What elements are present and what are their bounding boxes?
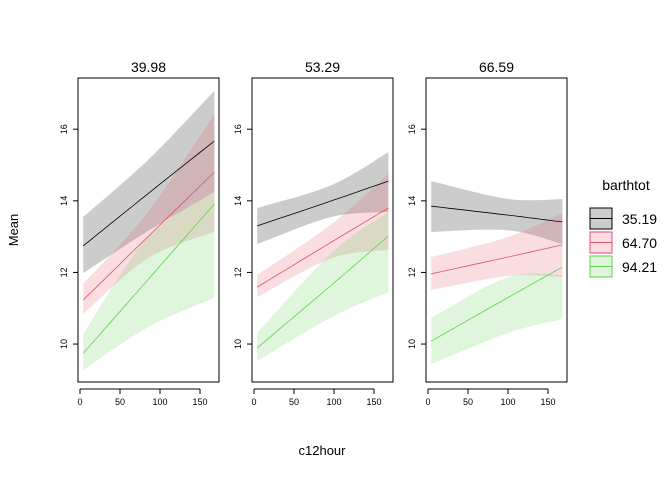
panel-frame: [77, 77, 220, 383]
ci-ribbon-64.70: [431, 213, 563, 290]
y-tick-label: 12: [233, 267, 243, 277]
legend-entry: 94.21: [589, 255, 657, 278]
y-tick-label: 14: [233, 196, 243, 206]
y-tick-label: 12: [407, 267, 417, 277]
x-tick-label: 100: [152, 397, 167, 407]
ci-ribbon-35.19: [83, 90, 215, 274]
panel-title: 53.29: [305, 59, 340, 75]
panel-2: 53.29 0 50 100 150 10 12 14 16: [233, 59, 394, 407]
panel-frame: [425, 77, 568, 383]
x-tick-label: 50: [115, 397, 125, 407]
series-line-94.21: [431, 266, 563, 342]
x-tick-label: 150: [366, 397, 381, 407]
ci-ribbon-94.21: [83, 191, 215, 371]
x-tick-label: 100: [500, 397, 515, 407]
panel-title: 66.59: [479, 59, 514, 75]
y-tick-label: 12: [59, 267, 69, 277]
x-tick-label: 100: [326, 397, 341, 407]
y-tick-label: 14: [407, 196, 417, 206]
x-tick-label: 0: [425, 397, 430, 407]
panel-1: 39.98 0 50 100 150 10 12 14 16: [59, 59, 220, 407]
legend-entry: 64.70: [589, 231, 657, 254]
y-axis-title: Mean: [6, 214, 21, 247]
x-tick-label: 50: [463, 397, 473, 407]
series-line-64.70: [82, 171, 215, 301]
ci-ribbon-64.70: [83, 114, 215, 314]
legend-title: barthtot: [602, 177, 650, 193]
x-tick-label: 150: [540, 397, 555, 407]
panel-title: 39.98: [131, 59, 166, 75]
legend-label: 64.70: [622, 235, 657, 251]
legend-label: 94.21: [622, 259, 657, 275]
ci-ribbon-64.70: [257, 174, 389, 298]
ci-ribbon-35.19: [431, 181, 563, 245]
y-tick-label: 10: [233, 339, 243, 349]
x-tick-label: 150: [192, 397, 207, 407]
legend-entry: 35.19: [589, 207, 657, 230]
x-tick-label: 50: [289, 397, 299, 407]
legend: barthtot 35.19 64.70 94.21: [589, 177, 657, 278]
series-line-35.19: [82, 140, 215, 247]
y-tick-label: 10: [407, 339, 417, 349]
y-tick-label: 14: [59, 196, 69, 206]
ci-ribbon-94.21: [431, 273, 563, 365]
y-tick-label: 10: [59, 339, 69, 349]
series-line-35.19: [431, 205, 563, 223]
panel-frame: [251, 77, 394, 383]
panel-3: 66.59 0 50 100 150 10 12 14 16: [407, 59, 568, 407]
series-line-35.19: [257, 180, 389, 227]
series-line-94.21: [256, 235, 389, 349]
ci-ribbon-35.19: [257, 152, 389, 245]
x-tick-label: 0: [251, 397, 256, 407]
ci-ribbon-94.21: [257, 211, 389, 361]
y-tick-label: 16: [59, 124, 69, 134]
series-line-64.70: [256, 207, 389, 288]
x-tick-label: 0: [77, 397, 82, 407]
legend-label: 35.19: [622, 211, 657, 227]
x-axis-title: c12hour: [299, 443, 347, 458]
y-tick-label: 16: [407, 124, 417, 134]
series-line-94.21: [82, 203, 215, 354]
y-tick-label: 16: [233, 124, 243, 134]
series-line-64.70: [431, 244, 563, 275]
